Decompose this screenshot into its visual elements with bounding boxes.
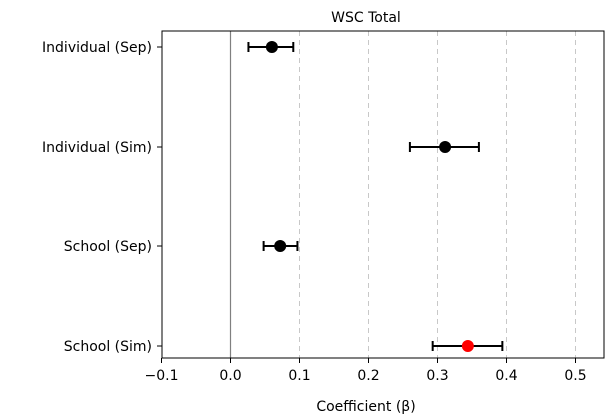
- point-estimate: [274, 240, 287, 252]
- data-marks: [247, 41, 504, 352]
- y-tick-label: School (Sep): [64, 239, 152, 255]
- x-axis: −0.1 0.0 0.1 0.2 0.3 0.4 0.5: [145, 358, 587, 384]
- point-estimate: [461, 340, 474, 352]
- x-tick-label: −0.1: [145, 368, 179, 384]
- x-tick-label: 0.4: [495, 368, 517, 384]
- x-tick-label: 0.0: [219, 368, 241, 384]
- point-estimate: [439, 141, 452, 153]
- y-axis: Individual (Sep) Individual (Sim) School (…: [42, 40, 162, 355]
- x-axis-title: Coefficient (β): [316, 399, 415, 415]
- gridlines: [299, 31, 576, 358]
- x-tick-label: 0.3: [426, 368, 448, 384]
- chart-title: WSC Total: [331, 10, 401, 26]
- x-tick-label: 0.5: [564, 368, 586, 384]
- x-tick-label: 0.1: [288, 368, 310, 384]
- y-tick-label: Individual (Sim): [42, 140, 152, 156]
- y-tick-label: Individual (Sep): [42, 40, 152, 56]
- y-tick-label: School (Sim): [64, 339, 152, 355]
- point-estimate: [265, 41, 278, 53]
- plot-frame: [161, 30, 605, 359]
- x-tick-label: 0.2: [357, 368, 379, 384]
